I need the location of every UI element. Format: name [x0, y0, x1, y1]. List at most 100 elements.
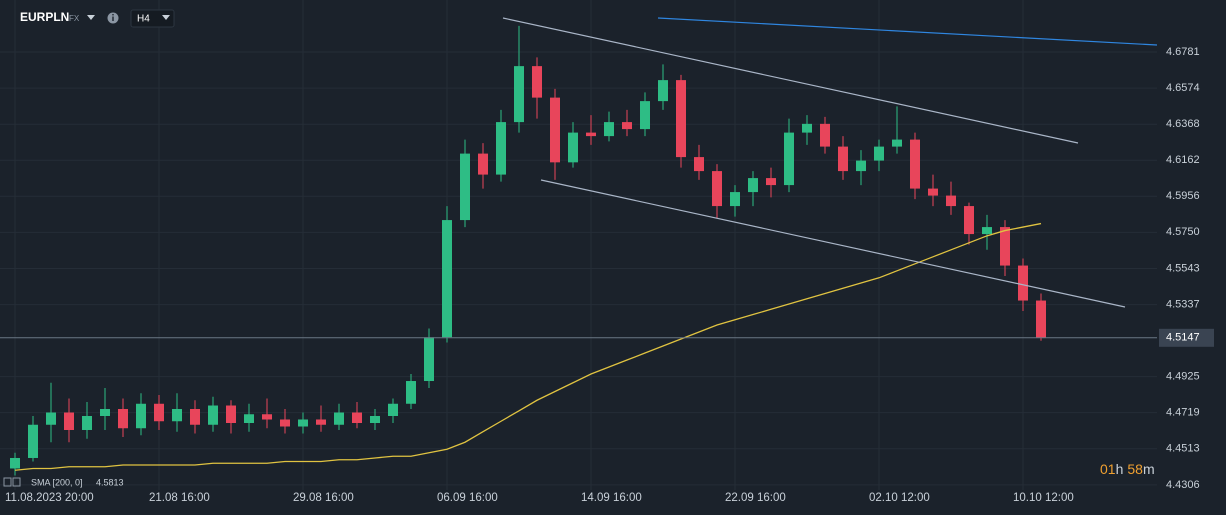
last-price-label: 4.5147: [1166, 332, 1200, 344]
market: FX: [69, 14, 80, 23]
candle-body: [892, 139, 902, 147]
y-tick-label: 4.5956: [1166, 190, 1200, 202]
candle-body: [982, 227, 992, 235]
trend-line[interactable]: [657, 17, 1158, 46]
x-tick-label: 22.09 16:00: [725, 492, 786, 504]
x-tick-label: 29.08 16:00: [293, 492, 354, 504]
timer-minutes-unit: m: [1143, 461, 1155, 477]
candle-body: [226, 405, 236, 423]
candle-body: [748, 178, 758, 193]
candle-body: [496, 122, 506, 175]
candle-body: [478, 153, 488, 175]
interval-box[interactable]: [130, 9, 175, 28]
candle-body: [568, 132, 578, 163]
candle-body: [82, 416, 92, 430]
candle-body: [28, 424, 38, 458]
candle-body: [784, 132, 794, 186]
symbol-dropdown[interactable]: [87, 15, 95, 20]
candle-body: [676, 80, 686, 158]
candle-body: [856, 160, 866, 172]
timer-minutes: 58: [1127, 461, 1143, 477]
candle-body: [136, 403, 146, 429]
candle-body: [208, 405, 218, 425]
candle-body: [694, 157, 704, 172]
y-tick-label: 4.4306: [1166, 479, 1200, 491]
interval[interactable]: H4: [137, 14, 150, 25]
x-tick-label: 06.09 16:00: [437, 492, 498, 504]
x-tick-label: 11.08.2023 20:00: [5, 492, 94, 504]
x-tick-label: 14.09 16:00: [581, 492, 642, 504]
candle-body: [460, 153, 470, 221]
candle-body: [838, 146, 848, 172]
x-tick-label: 02.10 12:00: [869, 492, 930, 504]
candle-body: [820, 123, 830, 147]
candle-body: [1018, 265, 1028, 301]
candle-body: [370, 416, 380, 423]
interval-dropdown[interactable]: [162, 15, 170, 20]
y-tick-label: 4.5337: [1166, 298, 1200, 310]
candle-body: [964, 206, 974, 235]
candle-body: [1000, 227, 1010, 266]
candle-body: [622, 122, 632, 130]
candle-body: [298, 419, 308, 427]
y-tick-label: 4.4925: [1166, 371, 1200, 383]
candle-body: [388, 403, 398, 417]
indicator-name: SMA [200, 0]: [31, 477, 83, 487]
candle-body: [352, 412, 362, 423]
candle-body: [910, 139, 920, 189]
candle-body: [442, 220, 452, 338]
candle-body: [532, 66, 542, 98]
candle-body: [928, 188, 938, 196]
indicator-value: 4.5813: [96, 477, 124, 487]
candle-body: [190, 409, 200, 425]
candle-body: [316, 419, 326, 425]
candle-body: [1036, 300, 1046, 338]
y-tick-label: 4.6574: [1166, 82, 1200, 94]
y-tick-label: 4.6781: [1166, 46, 1200, 58]
candle-body: [154, 403, 164, 422]
candle-body: [46, 412, 56, 425]
candle-body: [766, 178, 776, 186]
timer-hours-unit: h: [1116, 461, 1124, 477]
marks: [0, 25, 1157, 476]
candle-body: [244, 414, 254, 423]
candle-body: [514, 66, 524, 123]
sma-line: [14, 222, 1042, 471]
candle-body: [730, 192, 740, 207]
candle-body: [100, 409, 110, 417]
candle-body: [874, 146, 884, 161]
symbol[interactable]: EURPLN: [20, 10, 69, 24]
last-price-box: [1159, 328, 1214, 347]
y-tick-label: 4.5750: [1166, 226, 1200, 238]
candle-body: [712, 171, 722, 207]
candle-body: [586, 132, 596, 137]
channel-upper[interactable]: [502, 17, 1079, 144]
info-icon-bar: [112, 16, 114, 21]
y-tick-label: 4.4513: [1166, 443, 1200, 455]
candle-body: [424, 337, 434, 382]
candle-body: [604, 122, 614, 137]
y-tick-label: 4.5543: [1166, 262, 1200, 274]
x-tick-label: 21.08 16:00: [149, 492, 210, 504]
candle-body: [550, 97, 560, 163]
candle-body: [172, 409, 182, 422]
legend-icon[interactable]: [3, 477, 12, 487]
timer-hours: 01: [1100, 461, 1116, 477]
channel-lower[interactable]: [540, 179, 1126, 308]
candle-body: [10, 457, 20, 469]
y-tick-label: 4.4719: [1166, 407, 1200, 419]
y-tick-label: 4.6368: [1166, 118, 1200, 130]
candle-body: [802, 123, 812, 133]
legend-icon[interactable]: [12, 477, 21, 487]
x-tick-label: 10.10 12:00: [1013, 492, 1074, 504]
candle-body: [64, 412, 74, 430]
candle-body: [334, 412, 344, 425]
timer: 01h 58m: [1100, 461, 1155, 477]
y-tick-label: 4.6162: [1166, 154, 1200, 166]
candle-body: [262, 414, 272, 420]
candle-body: [406, 381, 416, 404]
info-icon-dot: [112, 14, 114, 16]
